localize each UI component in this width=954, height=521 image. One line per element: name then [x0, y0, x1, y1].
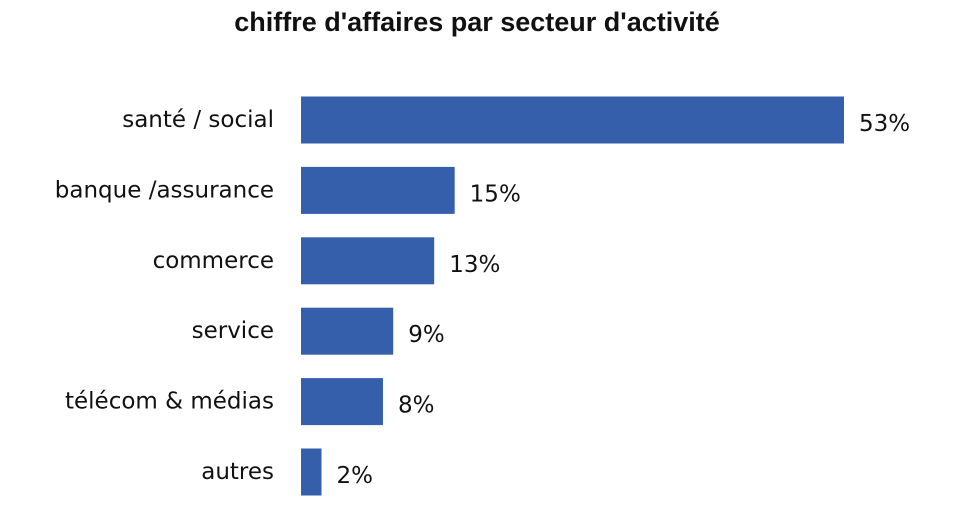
category-label: commerce — [153, 248, 274, 274]
bar-row: télécom & médias 8% — [65, 378, 435, 426]
bar-row: santé / social 53% — [122, 96, 910, 144]
bar-row: service 9% — [192, 307, 445, 355]
value-label: 53% — [859, 111, 910, 137]
bar — [301, 166, 455, 214]
bar — [301, 448, 322, 496]
value-label: 8% — [398, 393, 435, 419]
bar — [301, 96, 844, 144]
bar — [301, 237, 435, 285]
value-label: 15% — [470, 181, 521, 207]
value-label: 13% — [449, 252, 500, 278]
category-label: banque /assurance — [55, 177, 274, 203]
category-label: santé / social — [122, 107, 274, 133]
value-label: 2% — [336, 463, 373, 489]
category-label: télécom & médias — [65, 389, 274, 415]
bar — [301, 378, 383, 426]
bars-layer: santé / social 53% banque /assurance 15% com… — [55, 96, 910, 496]
bar-row: autres 2% — [201, 448, 373, 496]
chart-title: chiffre d'affaires par secteur d'activit… — [234, 7, 720, 37]
category-label: autres — [201, 459, 274, 485]
value-label: 9% — [408, 322, 445, 348]
bar — [301, 307, 394, 355]
bar-row: banque /assurance 15% — [55, 166, 521, 214]
category-label: service — [192, 318, 274, 344]
bar-row: commerce 13% — [153, 237, 500, 285]
